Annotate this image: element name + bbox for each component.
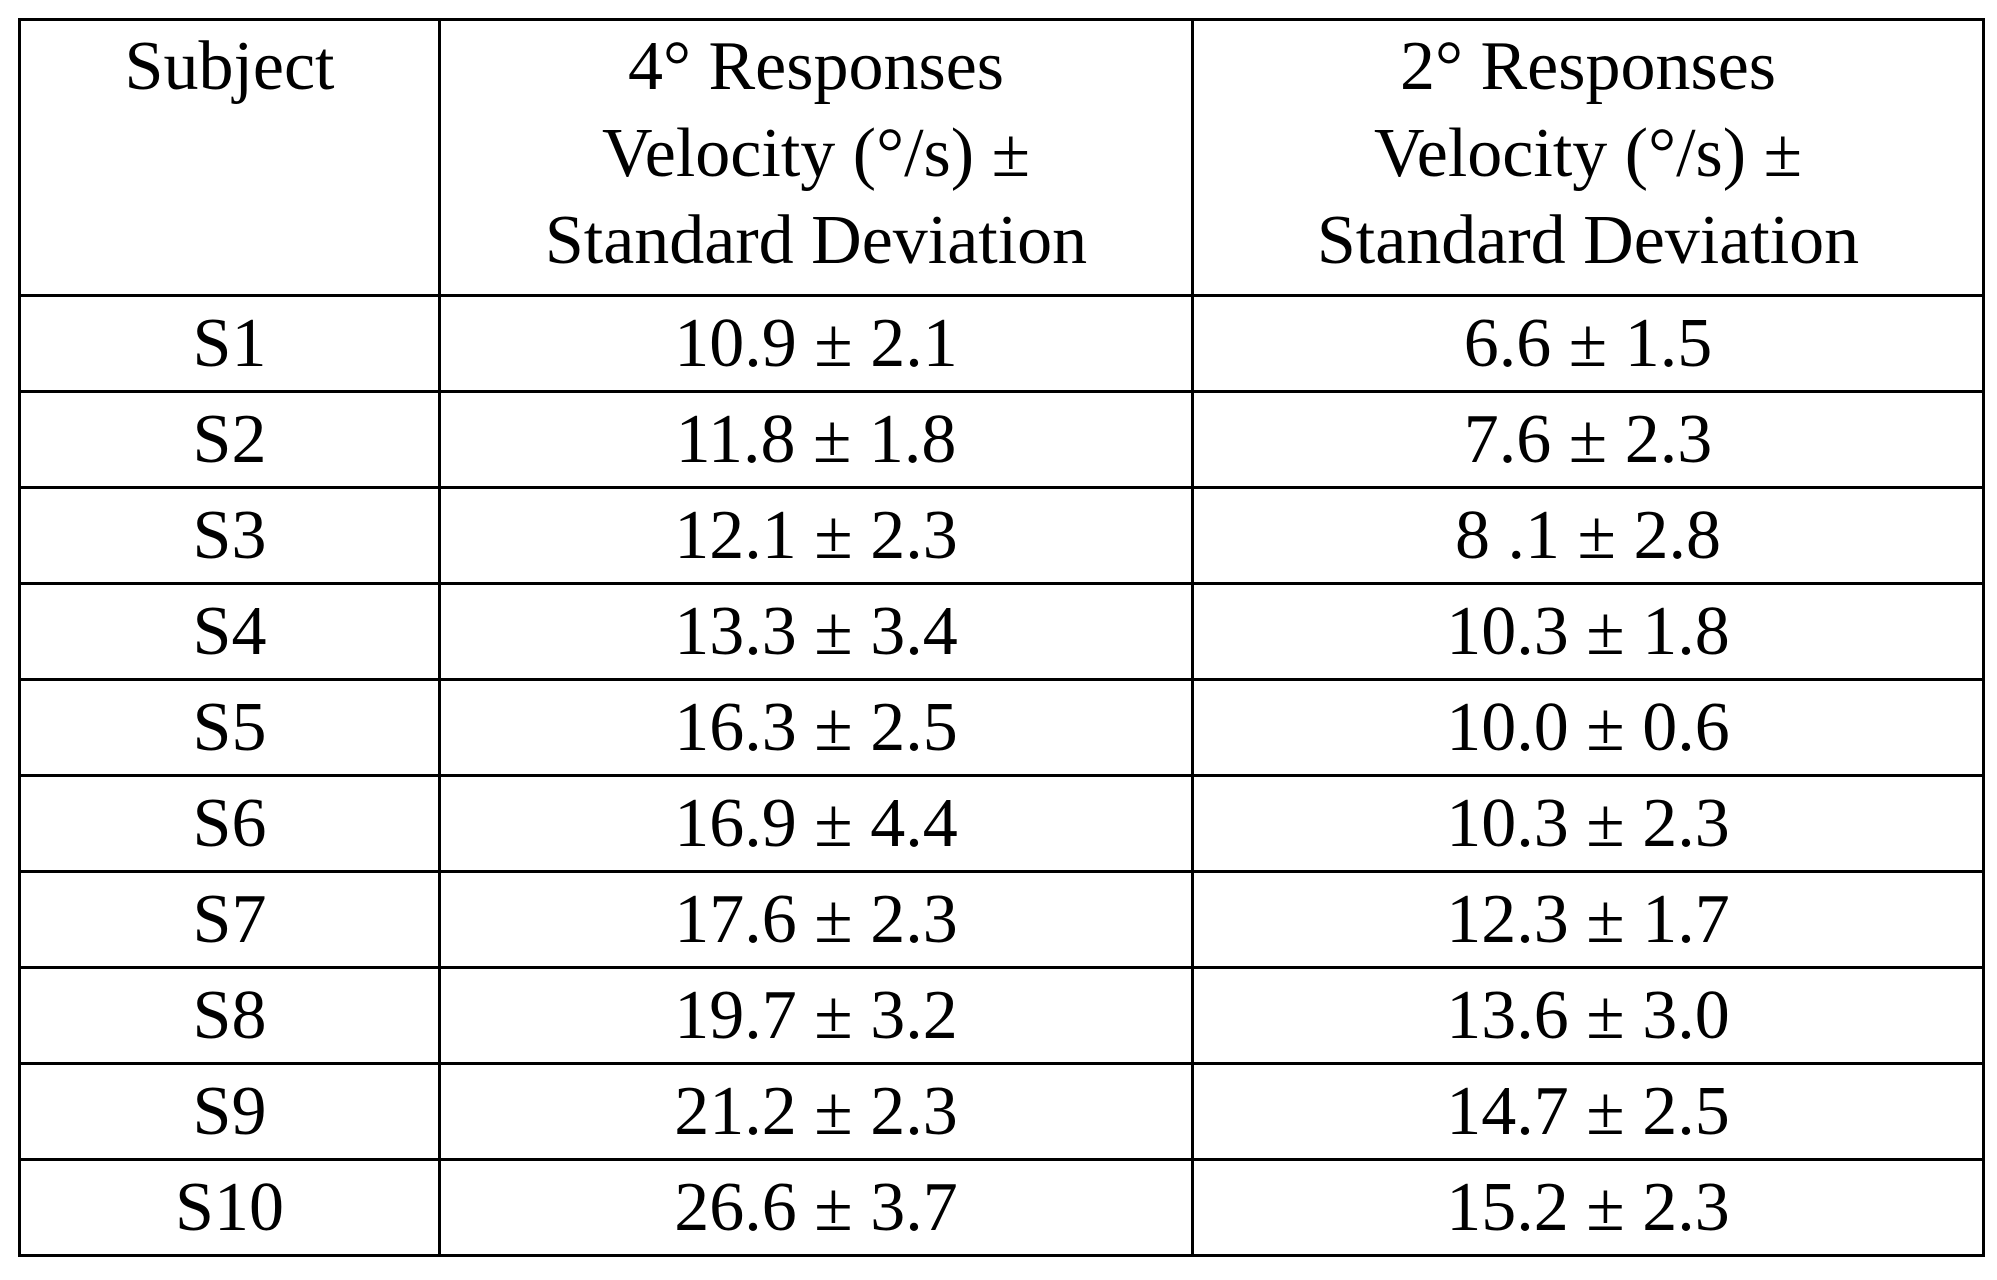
subject-cell: S2	[18, 390, 441, 489]
subject-cell: S5	[18, 678, 441, 777]
subject-cell: S8	[18, 966, 441, 1065]
header-text: Subject	[124, 28, 335, 105]
header-cell: 2° Responses Velocity (°/s) ± Standard Dev…	[1191, 18, 1985, 297]
velocity-cell: 15.2 ± 2.3	[1191, 1158, 1985, 1257]
velocity-cell: 26.6 ± 3.7	[438, 1158, 1194, 1257]
velocity-cell: 7.6 ± 2.3	[1191, 390, 1985, 489]
subject-cell: S9	[18, 1062, 441, 1161]
velocity-cell: 13.6 ± 3.0	[1191, 966, 1985, 1065]
header-text: Velocity (°/s) ±	[1374, 115, 1802, 192]
velocity-cell: 13.3 ± 3.4	[438, 582, 1194, 681]
subject-cell: S6	[18, 774, 441, 873]
table-row: S8 19.7 ± 3.2 13.6 ± 3.0	[18, 966, 1985, 1065]
header-row: Subject 4° Responses Velocity (°/s) ± Stand…	[18, 18, 1985, 297]
subject-cell: S7	[18, 870, 441, 969]
velocity-cell: 12.3 ± 1.7	[1191, 870, 1985, 969]
table-row: S3 12.1 ± 2.3 8 .1 ± 2.8	[18, 486, 1985, 585]
table-row: S2 11.8 ± 1.8 7.6 ± 2.3	[18, 390, 1985, 489]
header-cell: Subject	[18, 18, 441, 297]
subject-cell: S3	[18, 486, 441, 585]
header-text: Standard Deviation	[1316, 202, 1860, 279]
data-table: Subject 4° Responses Velocity (°/s) ± Stand…	[18, 18, 1985, 1257]
header-text: Standard Deviation	[544, 202, 1088, 279]
header-text: 4° Responses	[627, 28, 1005, 105]
velocity-cell: 19.7 ± 3.2	[438, 966, 1194, 1065]
table-body: S1 10.9 ± 2.1 6.6 ± 1.5 S2 11.8 ± 1.8 7.6 ± 2…	[18, 294, 1985, 1257]
velocity-cell: 14.7 ± 2.5	[1191, 1062, 1985, 1161]
velocity-cell: 12.1 ± 2.3	[438, 486, 1194, 585]
velocity-cell: 6.6 ± 1.5	[1191, 294, 1985, 393]
subject-cell: S4	[18, 582, 441, 681]
table-row: S1 10.9 ± 2.1 6.6 ± 1.5	[18, 294, 1985, 393]
table-row: S5 16.3 ± 2.5 10.0 ± 0.6	[18, 678, 1985, 777]
subject-cell: S1	[18, 294, 441, 393]
subject-cell: S10	[18, 1158, 441, 1257]
velocity-cell: 11.8 ± 1.8	[438, 390, 1194, 489]
table-row: S9 21.2 ± 2.3 14.7 ± 2.5	[18, 1062, 1985, 1161]
table-header: Subject 4° Responses Velocity (°/s) ± Stand…	[18, 18, 1985, 297]
velocity-cell: 10.3 ± 1.8	[1191, 582, 1985, 681]
velocity-cell: 16.3 ± 2.5	[438, 678, 1194, 777]
table-row: S10 26.6 ± 3.7 15.2 ± 2.3	[18, 1158, 1985, 1257]
header-cell: 4° Responses Velocity (°/s) ± Standard Dev…	[438, 18, 1194, 297]
velocity-cell: 8 .1 ± 2.8	[1191, 486, 1985, 585]
velocity-cell: 10.0 ± 0.6	[1191, 678, 1985, 777]
table-row: S7 17.6 ± 2.3 12.3 ± 1.7	[18, 870, 1985, 969]
table-row: S6 16.9 ± 4.4 10.3 ± 2.3	[18, 774, 1985, 873]
velocity-cell: 16.9 ± 4.4	[438, 774, 1194, 873]
header-text: Velocity (°/s) ±	[602, 115, 1030, 192]
velocity-cell: 10.9 ± 2.1	[438, 294, 1194, 393]
velocity-cell: 17.6 ± 2.3	[438, 870, 1194, 969]
table-row: S4 13.3 ± 3.4 10.3 ± 1.8	[18, 582, 1985, 681]
velocity-cell: 21.2 ± 2.3	[438, 1062, 1194, 1161]
velocity-cell: 10.3 ± 2.3	[1191, 774, 1985, 873]
header-text: 2° Responses	[1399, 28, 1777, 105]
